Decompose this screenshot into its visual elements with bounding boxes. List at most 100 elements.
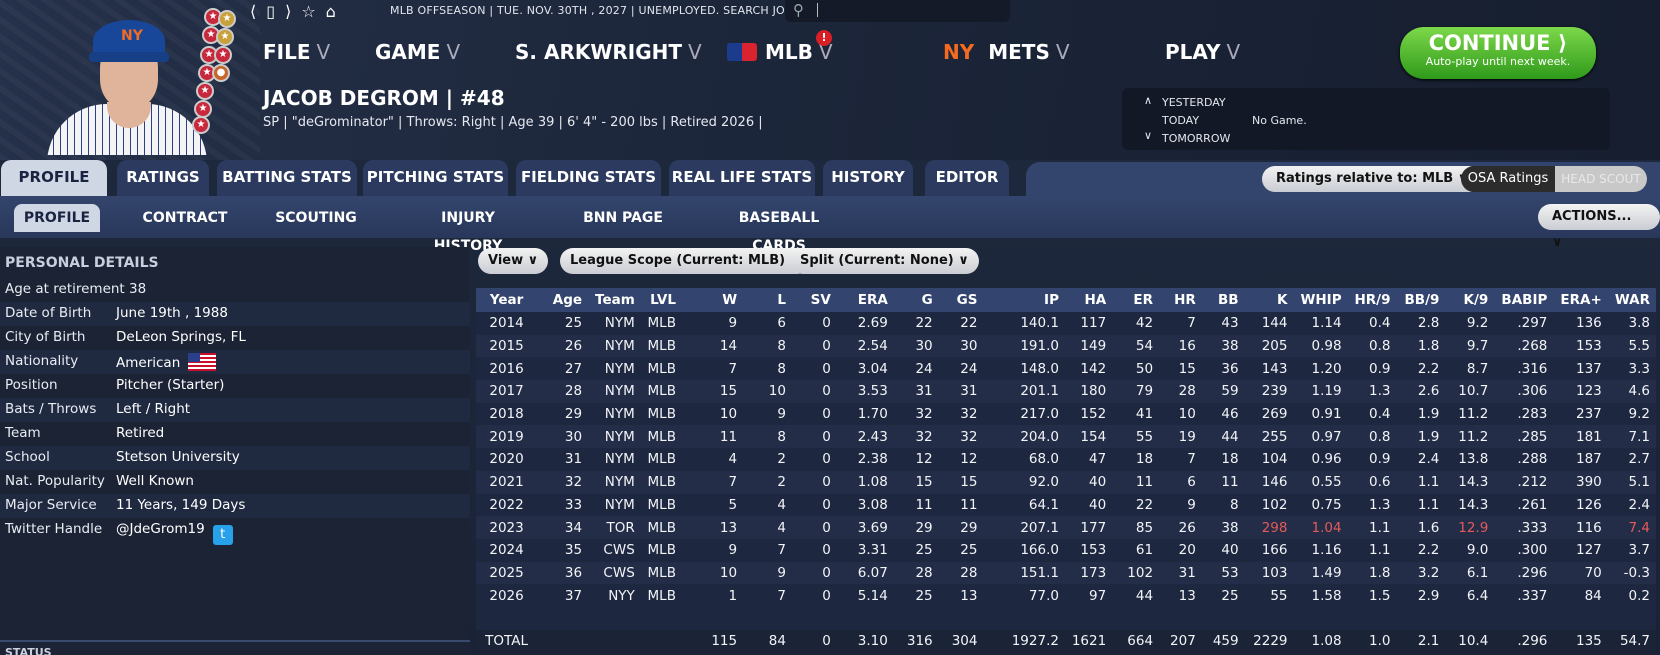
table-row[interactable]: 2023 34 TOR MLB 13 4 0 3.69 29 29 207.1 177 85 26 38 29… — [476, 516, 1656, 539]
col-header[interactable]: HR — [1159, 288, 1202, 312]
search-input[interactable]: ⚲ — [785, 0, 1010, 22]
col-header[interactable]: BB/9 — [1396, 288, 1446, 312]
col-header[interactable]: HR/9 — [1347, 288, 1397, 312]
tab-fielding-stats[interactable]: FIELDING STATS — [516, 160, 661, 196]
table-cell: 6.4 — [1445, 584, 1495, 607]
col-header[interactable]: LVL — [640, 288, 682, 312]
tab-editor[interactable]: EDITOR — [925, 160, 1009, 196]
twitter-icon[interactable]: t — [212, 525, 233, 545]
notification-badge[interactable]: ! — [816, 30, 832, 46]
tab-history[interactable]: HISTORY — [823, 160, 913, 196]
col-header[interactable]: WHIP — [1293, 288, 1348, 312]
col-header[interactable]: Team — [588, 288, 641, 312]
table-row[interactable]: 2019 30 NYM MLB 11 8 0 2.43 32 32 204.0 154 55 19 44 25… — [476, 425, 1656, 449]
subtab-injury-history[interactable]: INJURY HISTORY — [433, 210, 503, 254]
osa-ratings-option[interactable]: OSA Ratings — [1467, 171, 1549, 186]
view-dropdown[interactable]: View ∨ — [478, 248, 549, 274]
table-cell: 13 — [1159, 584, 1202, 607]
col-header[interactable]: ERA — [836, 288, 894, 312]
tab-profile[interactable]: PROFILE — [1, 160, 107, 196]
col-header[interactable]: GS — [938, 288, 984, 312]
back-icon[interactable]: ⟨ — [250, 1, 257, 21]
menu-play[interactable]: PLAY V — [1165, 40, 1241, 64]
col-header[interactable]: ER — [1112, 288, 1160, 312]
col-header[interactable]: SV — [791, 288, 837, 312]
col-header[interactable]: HA — [1064, 288, 1113, 312]
tab-real-life-stats[interactable]: REAL LIFE STATS — [669, 160, 815, 196]
col-header[interactable]: Age — [537, 288, 589, 312]
col-header[interactable]: WAR — [1607, 288, 1656, 312]
col-header[interactable]: L — [743, 288, 792, 312]
table-total-row[interactable]: TOTAL 115 84 0 3.10 316 304 1927.2 1621 664 207 459… — [476, 629, 1656, 653]
table-cell: 6.07 — [836, 561, 894, 585]
subtab-contract[interactable]: CONTRACT — [142, 210, 228, 226]
table-row[interactable]: 2024 35 CWS MLB 9 7 0 3.31 25 25 166.0 153 61 20 40 166… — [476, 538, 1656, 562]
col-header[interactable]: K — [1244, 288, 1294, 312]
forward-icon[interactable]: ⟩ — [285, 1, 292, 21]
table-cell: .288 — [1494, 448, 1554, 471]
subtab-bnn-page[interactable]: BNN PAGE — [583, 210, 663, 226]
split-dropdown[interactable]: Split (Current: None) ∨ — [790, 248, 979, 274]
table-cell: 11 — [1112, 470, 1160, 494]
table-cell: 13 — [938, 584, 984, 607]
table-cell — [1244, 606, 1294, 630]
col-header[interactable]: ERA+ — [1553, 288, 1608, 312]
table-cell: 46 — [1201, 402, 1245, 426]
table-cell: 92.0 — [983, 470, 1065, 494]
table-cell: .261 — [1494, 493, 1554, 517]
status-info[interactable]: MLB OFFSEASON | TUE. NOV. 30TH , 2027 | … — [390, 4, 811, 17]
col-header[interactable]: BB — [1201, 288, 1245, 312]
col-header[interactable]: Year — [476, 288, 538, 312]
home-icon[interactable]: ⌂ — [325, 1, 336, 21]
table-row[interactable]: 2022 33 NYM MLB 5 4 0 3.08 11 11 64.1 40 22 9 8 102 0.75… — [476, 493, 1656, 517]
subtab-baseball-cards[interactable]: BASEBALL CARDS — [738, 210, 820, 254]
up-arrow-icon[interactable]: ∧ — [1144, 94, 1153, 107]
star-icon[interactable]: ☆ — [301, 1, 316, 21]
table-row[interactable]: 2017 28 NYM MLB 15 10 0 3.53 31 31 201.1 180 79 28 59 2… — [476, 380, 1656, 403]
tab-ratings[interactable]: RATINGS — [117, 160, 209, 196]
table-cell: 25 — [893, 538, 939, 562]
league-scope-dropdown[interactable]: League Scope (Current: MLB) ∨ — [560, 248, 811, 274]
col-header[interactable]: IP — [983, 288, 1065, 312]
table-row[interactable]: 2014 25 NYM MLB 9 6 0 2.69 22 22 140.1 117 42 7 43 144 1… — [476, 312, 1656, 335]
tab-batting-stats[interactable]: BATTING STATS — [217, 160, 357, 196]
table-row[interactable]: 2026 37 NYY MLB 1 7 0 5.14 25 13 77.0 97 44 13 25 55 1.5… — [476, 584, 1656, 607]
detail-value[interactable]: @JdeGrom19 t — [116, 521, 233, 545]
down-arrow-icon[interactable]: ∨ — [1144, 129, 1153, 142]
col-header[interactable]: K/9 — [1445, 288, 1495, 312]
col-header[interactable]: G — [893, 288, 939, 312]
page-icon[interactable]: ▯ — [266, 1, 276, 21]
continue-button[interactable]: CONTINUE ⟩ Auto-play until next week. — [1400, 27, 1596, 79]
subtab-profile[interactable]: PROFILE — [14, 204, 100, 232]
menu-game[interactable]: GAME V — [375, 40, 461, 64]
table-cell: 1.1 — [1347, 516, 1397, 539]
table-row[interactable]: 2020 31 NYM MLB 4 2 0 2.38 12 12 68.0 47 18 7 18 104 0.9… — [476, 448, 1656, 471]
table-row[interactable] — [476, 606, 1656, 630]
table-row[interactable]: 2016 27 NYM MLB 7 8 0 3.04 24 24 148.0 142 50 15 36 143… — [476, 357, 1656, 381]
head-scout-option[interactable]: HEAD SCOUT — [1555, 166, 1647, 192]
ratings-toggle[interactable]: OSA Ratings HEAD SCOUT — [1461, 166, 1647, 192]
table-row[interactable]: 2021 32 NYM MLB 7 2 0 1.08 15 15 92.0 40 11 6 11 146 0.5… — [476, 470, 1656, 494]
menu-league[interactable]: MLB V — [727, 40, 833, 64]
table-cell: 148.0 — [983, 357, 1065, 381]
col-header[interactable]: BABIP — [1494, 288, 1554, 312]
table-cell: 10 — [1159, 402, 1202, 426]
tab-pitching-stats[interactable]: PITCHING STATS — [363, 160, 508, 196]
cal-tomorrow[interactable]: TOMORROW — [1162, 132, 1231, 145]
col-header[interactable]: W — [681, 288, 744, 312]
cal-yesterday[interactable]: YESTERDAY — [1162, 96, 1226, 109]
table-row[interactable]: 2015 26 NYM MLB 14 8 0 2.54 30 30 191.0 149 54 16 38 20… — [476, 334, 1656, 358]
menu-manager[interactable]: S. ARKWRIGHT V — [515, 40, 702, 64]
ratings-relative-dropdown[interactable]: Ratings relative to: MLB ∨ — [1262, 166, 1483, 192]
table-cell — [1445, 606, 1495, 630]
table-row[interactable]: 2018 29 NYM MLB 10 9 0 1.70 32 32 217.0 152 41 10 46 26… — [476, 402, 1656, 426]
subtab-scouting[interactable]: SCOUTING — [275, 210, 357, 226]
section-title: PERSONAL DETAILS — [5, 255, 159, 271]
table-row[interactable]: 2025 36 CWS MLB 10 9 0 6.07 28 28 151.1 173 102 31 53 1… — [476, 561, 1656, 585]
table-cell: 1.0 — [1347, 629, 1397, 653]
menu-file[interactable]: FILE V — [263, 40, 331, 64]
table-cell: 104 — [1244, 448, 1294, 471]
menu-team[interactable]: NY METS V — [943, 40, 1070, 64]
table-cell: NYM — [588, 402, 641, 426]
actions-dropdown[interactable]: ACTIONS... ∨ — [1538, 204, 1660, 250]
